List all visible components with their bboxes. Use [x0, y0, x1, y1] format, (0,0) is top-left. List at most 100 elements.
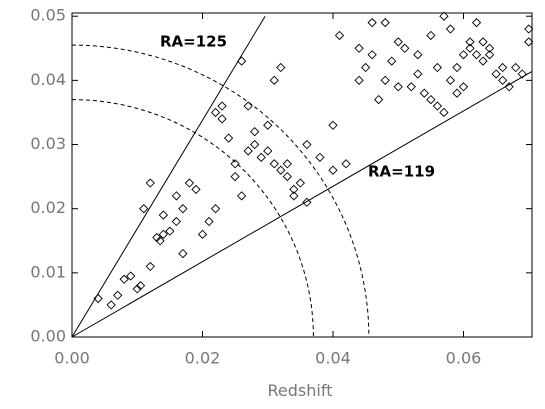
point	[302, 197, 312, 207]
point	[237, 191, 247, 201]
point	[360, 62, 371, 73]
boundary-line	[71, 15, 266, 338]
point	[406, 82, 416, 92]
point	[478, 56, 488, 66]
point	[197, 229, 208, 239]
point	[452, 88, 462, 98]
boundary-line	[71, 70, 533, 338]
point	[139, 204, 149, 214]
y-tick-label: 0.01	[30, 262, 66, 281]
point	[302, 139, 312, 150]
point	[354, 43, 364, 53]
plot-frame	[71, 12, 533, 338]
point	[230, 159, 240, 169]
point	[269, 159, 279, 169]
arc	[72, 44, 370, 337]
point	[263, 120, 273, 130]
point	[498, 62, 508, 73]
point	[498, 75, 508, 86]
point	[341, 159, 351, 169]
point	[400, 43, 410, 53]
point	[171, 191, 182, 201]
point	[132, 284, 142, 294]
point	[165, 226, 175, 236]
point	[113, 290, 123, 300]
point	[256, 152, 266, 162]
x-tick-label: 0.00	[54, 349, 90, 368]
point	[119, 274, 129, 284]
point	[178, 204, 188, 214]
point	[432, 62, 443, 73]
point	[491, 69, 501, 79]
x-tick-label: 0.02	[185, 349, 221, 368]
point	[524, 24, 534, 34]
x-tick-label: 0.04	[315, 349, 351, 368]
point	[471, 17, 482, 28]
point	[289, 191, 299, 201]
point	[354, 75, 364, 86]
point	[393, 37, 403, 47]
point	[387, 56, 397, 66]
point	[413, 50, 423, 60]
x-axis-label: Redshift	[268, 381, 333, 400]
point	[250, 127, 260, 137]
point	[158, 229, 168, 239]
point	[250, 139, 260, 150]
point	[445, 75, 456, 86]
y-tick-label: 0.03	[30, 134, 66, 153]
point	[328, 120, 338, 130]
point	[135, 281, 146, 291]
point	[93, 293, 103, 304]
point	[413, 69, 423, 79]
point	[367, 50, 377, 60]
x-tick-label: 0.06	[446, 349, 482, 368]
point	[269, 75, 279, 86]
y-tick-label: 0.05	[30, 6, 66, 25]
point	[380, 75, 390, 86]
point	[230, 171, 240, 182]
point	[484, 43, 495, 53]
point	[106, 300, 116, 310]
point	[426, 30, 436, 41]
point	[374, 94, 384, 105]
point	[276, 62, 286, 73]
boundary-label: RA=125	[160, 33, 227, 51]
point	[210, 107, 221, 118]
point	[458, 50, 469, 60]
point	[282, 159, 292, 169]
point	[465, 43, 475, 53]
point	[158, 210, 168, 220]
point	[511, 62, 521, 73]
point	[439, 11, 449, 21]
point	[367, 17, 377, 28]
point	[204, 216, 214, 227]
point	[217, 101, 227, 111]
y-tick-label: 0.00	[30, 327, 66, 346]
point	[426, 94, 436, 105]
point	[276, 165, 286, 175]
point	[393, 82, 403, 92]
point	[315, 152, 325, 162]
point	[126, 271, 136, 281]
y-tick-label: 0.04	[30, 70, 66, 89]
point	[445, 24, 456, 34]
point	[243, 146, 253, 156]
point	[432, 101, 443, 111]
point	[524, 37, 534, 47]
point	[419, 88, 429, 98]
point	[484, 50, 495, 60]
point	[282, 171, 292, 182]
point	[295, 178, 306, 188]
point	[237, 56, 247, 66]
point	[184, 178, 195, 188]
point	[478, 37, 488, 47]
boundary-label: RA=119	[368, 163, 435, 181]
point	[145, 178, 155, 188]
point	[210, 204, 221, 214]
point	[471, 50, 482, 60]
point	[504, 82, 514, 92]
y-tick-label: 0.02	[30, 198, 66, 217]
point	[145, 261, 155, 272]
